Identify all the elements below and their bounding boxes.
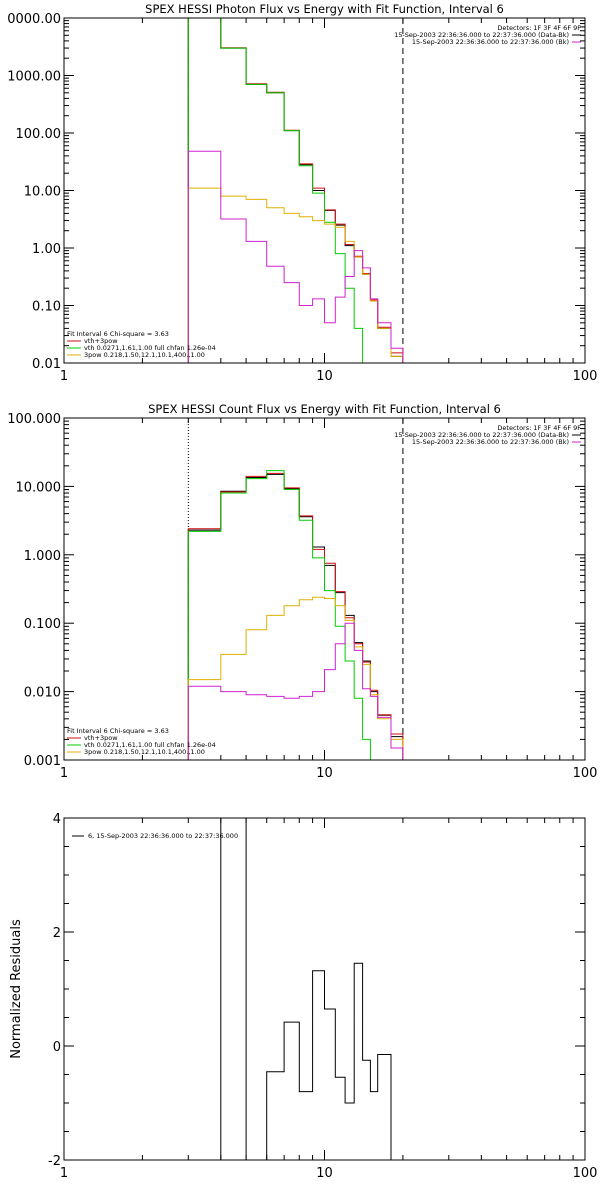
series-line-1 — [187, 18, 404, 363]
x-tick-label: 1 — [60, 1166, 68, 1181]
y-tick-label: 4 — [53, 812, 61, 827]
y-tick-label: 1.00 — [32, 242, 61, 257]
series-line-0 — [187, 18, 404, 363]
x-tick-label: 1 — [60, 766, 68, 781]
x-tick-label: 10 — [316, 766, 333, 781]
y-tick-label: 10.000 — [16, 480, 62, 495]
series-line-4 — [187, 150, 404, 363]
series-line-4 — [187, 622, 404, 760]
y-tick-label: 10.00 — [24, 185, 61, 200]
legend-entry: 15-Sep-2003 22:36:36.000 to 22:37:36.000… — [412, 38, 569, 46]
series-line-2 — [187, 470, 371, 760]
legend-entry: vth 0.0271,1.61,1.00 full chfan 1.26e-04 — [84, 741, 216, 749]
plot-2: Normalized Residuals 1 10 100 -2 0 2 4 6, 15-Sep… — [9, 812, 597, 1181]
legend-entry: vth+3pow — [84, 734, 118, 742]
legend-entry: 6, 15-Sep-2003 22:36:36.000 to 22:37:36.… — [88, 832, 238, 840]
y-tick-label: 0.100 — [24, 617, 61, 632]
legend-entry: vth 0.0271,1.61,1.00 full chfan 1.26e-04 — [84, 344, 216, 352]
plot-frame — [63, 817, 586, 1161]
legend-entry: Detectors: 1F 3F 4F 6F 9F — [497, 424, 581, 432]
series-line-3 — [187, 596, 404, 760]
series-line-3 — [187, 187, 404, 363]
series-group — [187, 470, 404, 760]
plot-title: SPEX HESSI Count Flux vs Energy with Fit… — [148, 402, 501, 416]
x-tick-label: 100 — [573, 766, 598, 781]
y-tick-label: 1000.00 — [7, 70, 61, 85]
plot-0: SPEX HESSI Photon Flux vs Energy with Fi… — [7, 2, 598, 384]
legend-entry: 15-Sep-2003 22:36:36.000 to 22:37:36.000… — [394, 431, 569, 439]
series-line-1 — [187, 472, 404, 760]
y-tick-label: 0.10 — [32, 300, 61, 315]
plot-frame — [63, 417, 586, 761]
y-tick-label: 1.000 — [24, 549, 61, 564]
y-tick-label: 0 — [53, 1040, 61, 1055]
plot-frame — [63, 17, 586, 364]
series-line-0 — [188, 818, 403, 1160]
series-group — [187, 18, 404, 363]
legend-entry: 3pow 0.218,1.50,12.1,10.1,400.,1.00 — [84, 351, 205, 359]
y-axis-label: Normalized Residuals — [9, 919, 24, 1059]
plot-title: SPEX HESSI Photon Flux vs Energy with Fi… — [145, 2, 504, 16]
y-tick-label: 0.001 — [24, 754, 61, 769]
y-tick-label: 100.000 — [7, 412, 61, 427]
y-tick-label: 0.010 — [24, 686, 61, 701]
series-line-2 — [187, 18, 364, 363]
series-group — [188, 818, 403, 1160]
x-tick-label: 10 — [316, 369, 333, 384]
x-tick-label: 10 — [316, 1166, 333, 1181]
legend-entry: 15-Sep-2003 22:36:36.000 to 22:37:36.000… — [394, 31, 569, 39]
legend-entry: 15-Sep-2003 22:36:36.000 to 22:37:36.000… — [412, 438, 569, 446]
plot-1: SPEX HESSI Count Flux vs Energy with Fit… — [7, 402, 598, 781]
legend-entry: 3pow 0.218,1.50,12.1,10.1,400.,1.00 — [84, 748, 205, 756]
legend-entry: Detectors: 1F 3F 4F 6F 9F — [497, 24, 581, 32]
x-tick-label: 100 — [573, 1166, 598, 1181]
y-tick-label: 2 — [53, 926, 61, 941]
y-tick-label: -2 — [48, 1154, 61, 1169]
legend-entry: Fit Interval 6 Chi-square = 3.63 — [67, 330, 169, 338]
series-line-0 — [187, 473, 404, 760]
legend-entry: Fit Interval 6 Chi-square = 3.63 — [67, 727, 169, 735]
x-tick-label: 100 — [573, 369, 598, 384]
y-tick-label: 100.00 — [16, 127, 62, 142]
y-tick-label: 0.01 — [32, 357, 61, 372]
x-tick-label: 1 — [60, 369, 68, 384]
legend-entry: vth+3pow — [84, 337, 118, 345]
y-tick-label: 0000.00 — [7, 12, 61, 27]
